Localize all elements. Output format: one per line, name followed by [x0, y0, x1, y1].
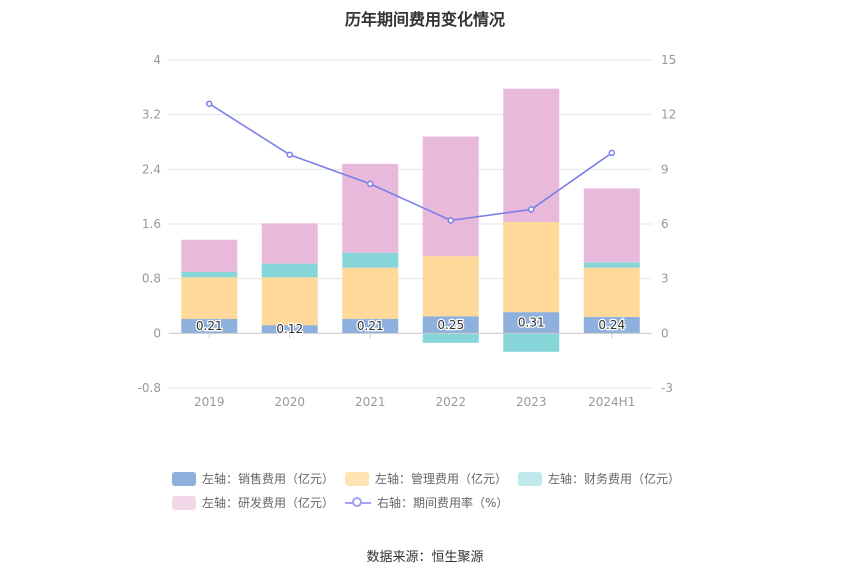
- admin-bar: [422, 256, 479, 317]
- finance-bar: [261, 263, 318, 278]
- sales-bar: [503, 312, 560, 334]
- admin-bar: [583, 267, 640, 317]
- left-axis-tick-label: 1.6: [142, 217, 161, 231]
- sales-data-label: 0.31: [518, 316, 545, 330]
- rnd-bar: [181, 239, 238, 272]
- sales-bar: [261, 325, 318, 334]
- rnd-bar: [261, 223, 318, 264]
- data-source: 数据来源：恒生聚源: [366, 550, 484, 565]
- expense-rate-point: [206, 100, 213, 107]
- rnd-bar: [342, 163, 399, 253]
- legend-item-finance[interactable]: 左轴：财务费用（亿元）: [518, 470, 680, 487]
- chart-title: 历年期间费用变化情况: [344, 10, 505, 29]
- sales-bar: [422, 316, 479, 334]
- legend-item-sales[interactable]: 左轴：销售费用（亿元）: [172, 470, 334, 487]
- finance-bar: [342, 252, 399, 268]
- legend-swatch-rnd: [172, 495, 196, 510]
- sales-data-label: 0.12: [276, 322, 303, 336]
- sales-bar: [342, 318, 399, 334]
- legend-label-expense-rate: 右轴：期间费用率（%）: [377, 496, 509, 510]
- x-axis-tick-label: 2020: [274, 395, 305, 409]
- sales-bar: [181, 318, 238, 334]
- finance-bar: [583, 262, 640, 268]
- expense-rate-line: [208, 103, 613, 222]
- sales-data-label: 0.25: [437, 318, 464, 332]
- legend-swatch-admin: [345, 471, 369, 486]
- right-axis-tick-label: 3: [661, 272, 669, 286]
- sales-bar: [583, 316, 640, 334]
- legend-label-rnd: 左轴：研发费用（亿元）: [202, 496, 335, 510]
- expense-rate-point: [447, 217, 454, 224]
- left-axis-tick-label: 3.2: [142, 108, 161, 122]
- admin-bar: [503, 221, 560, 313]
- legend-label-admin: 左轴：管理费用（亿元）: [375, 472, 508, 486]
- right-axis-tick-label: 12: [661, 108, 676, 122]
- legend-item-expense-rate[interactable]: 右轴：期间费用率（%）: [345, 494, 508, 511]
- x-axis-tick-label: 2023: [516, 395, 547, 409]
- left-axis-tick-label: 2.4: [142, 162, 161, 176]
- left-axis-tick-label: 4: [153, 53, 161, 67]
- x-axis-tick-label: 2019: [194, 395, 225, 409]
- legend-item-admin[interactable]: 左轴：管理费用（亿元）: [345, 470, 507, 487]
- left-axis-tick-label: -0.8: [138, 381, 161, 395]
- x-axis-tick-label: 2022: [435, 395, 466, 409]
- admin-bar: [181, 277, 238, 319]
- legend-dot-mark: [352, 496, 362, 507]
- legend-item-rnd[interactable]: 左轴：研发费用（亿元）: [172, 494, 334, 511]
- legend-swatch-expense-rate: [345, 496, 371, 510]
- finance-bar: [503, 333, 560, 352]
- expense-rate-point: [286, 151, 293, 159]
- left-axis-tick-label: 0.8: [142, 272, 161, 286]
- finance-bar: [422, 333, 479, 343]
- legend-swatch-finance: [518, 471, 542, 486]
- right-axis-tick-label: 0: [661, 326, 669, 340]
- expense-rate-point: [608, 149, 615, 157]
- legend-label-finance: 左轴：财务费用（亿元）: [548, 472, 681, 486]
- left-axis-tick-label: 0: [153, 326, 161, 340]
- right-axis-tick-label: 15: [661, 53, 676, 67]
- rnd-bar: [583, 188, 640, 263]
- legend-swatch-sales: [172, 471, 196, 486]
- x-axis-tick-label: 2021: [355, 395, 386, 409]
- right-axis-tick-label: 9: [661, 162, 669, 176]
- sales-data-label: 0.21: [357, 319, 384, 333]
- admin-bar: [342, 267, 399, 319]
- rnd-bar: [503, 88, 560, 222]
- rnd-bar: [422, 136, 479, 257]
- finance-bar: [181, 271, 238, 278]
- right-axis-tick-label: -3: [661, 381, 673, 395]
- sales-data-label: 0.21: [196, 319, 223, 333]
- legend-label-sales: 左轴：销售费用（亿元）: [202, 472, 335, 486]
- admin-bar: [261, 277, 318, 326]
- expense-rate-point: [367, 180, 374, 188]
- expense-rate-point: [528, 206, 535, 213]
- sales-data-label: 0.24: [598, 318, 625, 332]
- right-axis-tick-label: 6: [661, 217, 669, 231]
- x-axis-tick-label: 2024H1: [588, 395, 635, 409]
